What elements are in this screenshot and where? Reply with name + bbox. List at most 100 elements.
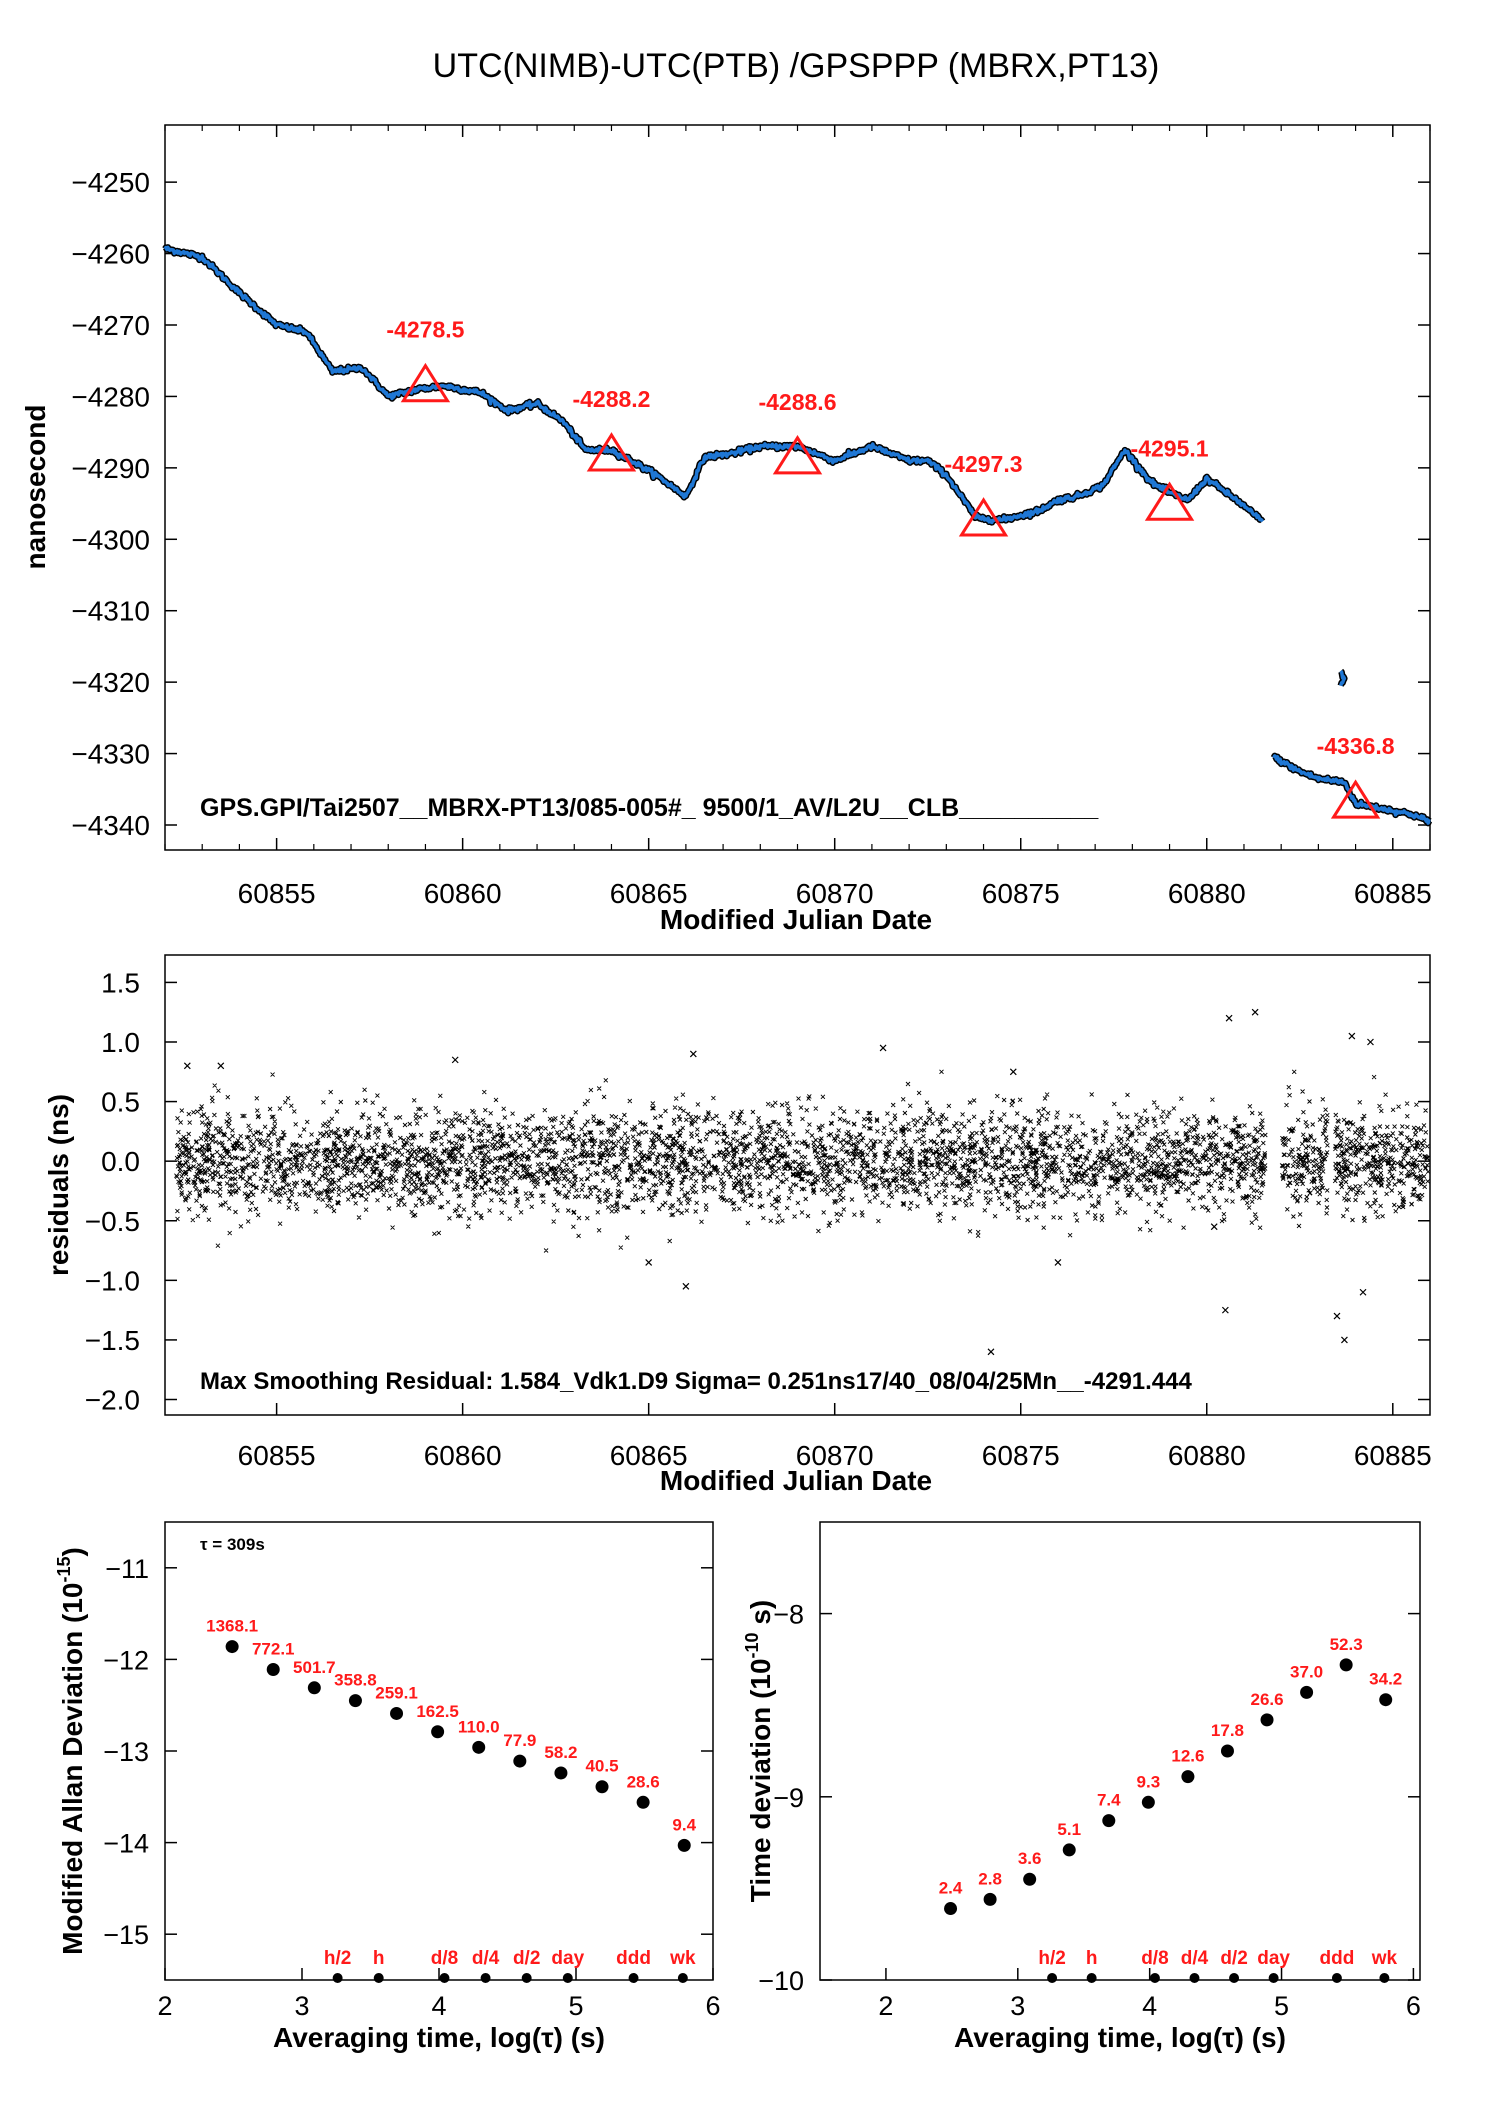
marker-triangle: [400, 362, 451, 403]
x-tick-label: 4: [431, 1991, 446, 2021]
plot-frame: [164, 954, 1431, 1416]
time-marker: [1379, 1973, 1390, 1983]
y-tick-label: −12: [103, 1645, 149, 1675]
y-axis-label: residuals (ns): [43, 1094, 74, 1276]
residual-points: [174, 1008, 1431, 1356]
residual-point: [682, 1282, 690, 1290]
data-label: 9.4: [672, 1815, 696, 1834]
time-marker-label: day: [1257, 1948, 1290, 1969]
y-axis-label: Modified Allan Deviation (10-15): [54, 1547, 88, 1955]
time-marker-label: ddd: [616, 1948, 651, 1969]
plot-frame: [164, 124, 1431, 851]
y-tick-label: −4250: [71, 167, 150, 198]
time-marker: [1189, 1973, 1200, 1983]
y-tick-label: 0.5: [101, 1087, 140, 1118]
y-tick-label: 1.5: [101, 967, 140, 998]
panel-residuals: 60855 60860 60865 60870 60875 60880 60885 1.5 1…: [43, 954, 1432, 1496]
x-tick-label: 60865: [610, 1440, 688, 1471]
data-label: 26.6: [1250, 1690, 1283, 1709]
x-tick-label: 60870: [796, 878, 874, 909]
data-point: [1300, 1685, 1314, 1699]
data-label: 2.8: [978, 1869, 1002, 1888]
y-tick-label: −14: [103, 1829, 149, 1859]
data-point: [554, 1766, 568, 1780]
y-tick-label: −10: [758, 1966, 804, 1996]
data-point: [307, 1681, 321, 1695]
residual-point: [1225, 1014, 1233, 1022]
time-marker: [677, 1973, 688, 1983]
x-tick-label: 60855: [238, 878, 316, 909]
marker-label: -4288.6: [758, 389, 836, 415]
time-marker-label: h: [373, 1948, 385, 1969]
data-point: [1181, 1770, 1195, 1784]
time-marker: [439, 1973, 450, 1983]
data-point: [390, 1706, 404, 1720]
data-label: 1368.1: [206, 1617, 258, 1636]
panel-time-series: 60855 60860 60865 60870 60875 60880 60885 −425…: [20, 124, 1433, 935]
data-label: 259.1: [375, 1683, 418, 1702]
residual-point: [1333, 1312, 1341, 1320]
time-marker-label: h/2: [324, 1948, 351, 1969]
x-tick-label: 60885: [1354, 878, 1432, 909]
plot-frame: [164, 1521, 714, 1981]
data-label: 37.0: [1290, 1662, 1323, 1681]
data-label: 7.4: [1097, 1791, 1121, 1810]
x-tick-label: 6: [705, 1991, 720, 2021]
time-marker: [1149, 1973, 1160, 1983]
x-tick-label: 60865: [610, 878, 688, 909]
data-label: 28.6: [627, 1772, 660, 1791]
residual-point: [987, 1348, 995, 1356]
y-tick-label: −4300: [71, 524, 150, 555]
data-point: [944, 1902, 958, 1916]
time-marker-label: d/8: [1141, 1948, 1168, 1969]
time-marker-label: d/4: [472, 1948, 500, 1969]
y-tick-label: −0.5: [85, 1206, 140, 1237]
time-marker-label: wk: [1371, 1948, 1398, 1969]
data-label: 501.7: [293, 1658, 336, 1677]
residual-point: [1054, 1259, 1062, 1266]
y-tick-label: 0.0: [101, 1146, 140, 1177]
time-marker: [480, 1973, 491, 1983]
x-tick-label: 3: [294, 1991, 309, 2021]
x-tick-label: 60860: [424, 1440, 502, 1471]
data-label: 3.6: [1018, 1849, 1042, 1868]
residual-point: [451, 1056, 459, 1064]
time-marker-label: d/2: [513, 1948, 540, 1969]
x-tick-label: 4: [1142, 1991, 1157, 2021]
residual-point: [879, 1044, 887, 1052]
panel-modified-allan-deviation: 2 3 4 5 6 −11 −12 −13 −14 −15 1368.1 772.1501.735…: [54, 1521, 721, 2053]
data-label: 40.5: [585, 1757, 618, 1776]
residual-point: [689, 1050, 697, 1058]
x-tick-label: 6: [1406, 1991, 1421, 2021]
x-tick-label: 60880: [1168, 878, 1246, 909]
annotation-text: Max Smoothing Residual: 1.584_Vdk1.D9 Si…: [200, 1368, 1193, 1395]
x-tick-label: 60855: [238, 1440, 316, 1471]
y-tick-label: −4270: [71, 310, 150, 341]
data-label: 52.3: [1330, 1635, 1363, 1654]
x-axis-label: Modified Julian Date: [660, 1465, 932, 1496]
data-label: 2.4: [939, 1879, 963, 1898]
data-label: 110.0: [458, 1717, 500, 1736]
y-tick-label: −11: [105, 1554, 149, 1584]
y-tick-label: −9: [773, 1783, 804, 1813]
residual-point: [1341, 1336, 1348, 1344]
y-tick-label: 1.0: [101, 1027, 140, 1058]
data-point: [1062, 1843, 1076, 1857]
x-axis-label: Averaging time, log(τ) (s): [273, 2022, 605, 2053]
residual-point: [1348, 1032, 1356, 1040]
y-tick-label: −4290: [71, 453, 150, 484]
time-marker-label: day: [551, 1948, 584, 1969]
data-label: 9.3: [1137, 1772, 1161, 1791]
residual-point: [1009, 1068, 1017, 1076]
marker-label: -4336.8: [1317, 733, 1395, 759]
time-marker-label: ddd: [1320, 1948, 1355, 1969]
time-marker-label: wk: [669, 1948, 696, 1969]
y-tick-label: −1.0: [85, 1265, 140, 1296]
x-tick-label: 60870: [796, 1440, 874, 1471]
marker-triangle: [958, 497, 1009, 537]
marker-label: -4278.5: [386, 317, 464, 343]
time-marker: [332, 1973, 343, 1983]
y-tick-label: −15: [103, 1920, 149, 1950]
y-tick-label: −4320: [71, 667, 150, 698]
